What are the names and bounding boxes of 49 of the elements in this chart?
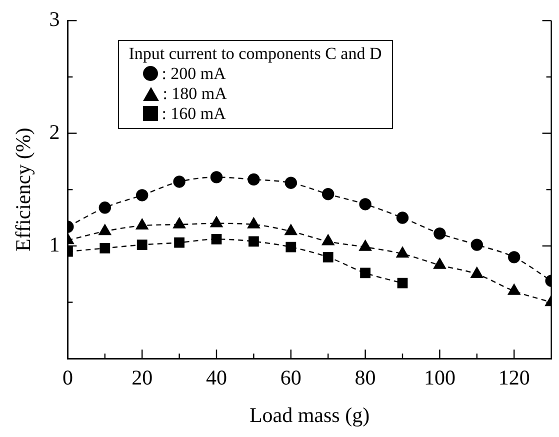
y-axis-title: Efficiency (%) (11, 128, 36, 252)
x-tick-label: 80 (354, 366, 376, 390)
x-tick-label: 60 (280, 366, 302, 390)
point (284, 176, 297, 189)
point (397, 278, 408, 288)
point (173, 217, 186, 228)
y-tick-label: 1 (49, 232, 60, 256)
point (470, 267, 484, 278)
point (359, 240, 372, 251)
point (434, 227, 446, 240)
x-tick-label: 20 (132, 366, 153, 390)
point (322, 252, 334, 262)
point (136, 218, 148, 230)
legend-label: : 180 mA (162, 84, 227, 104)
point (396, 212, 409, 224)
x-tick-label: 120 (498, 366, 530, 390)
y-tick-label: 2 (49, 120, 60, 144)
point (433, 258, 446, 269)
x-axis-title: Load mass (g) (249, 402, 370, 427)
y-tick-label: 3 (49, 7, 60, 32)
point (508, 251, 520, 264)
point (247, 217, 260, 228)
point (173, 176, 186, 188)
point (136, 240, 148, 250)
point (136, 189, 148, 202)
point (98, 202, 111, 214)
point (210, 216, 223, 228)
point (322, 234, 334, 246)
point (210, 171, 223, 184)
point (396, 246, 409, 258)
point (286, 242, 296, 252)
point (508, 284, 520, 295)
point (248, 173, 260, 186)
point (248, 236, 259, 247)
legend-label: : 200 mA (162, 64, 226, 84)
point (470, 238, 483, 251)
x-tick-label: 40 (206, 366, 227, 390)
point (174, 237, 184, 248)
legend-label: : 160 mA (162, 104, 226, 124)
point (98, 224, 112, 236)
point (100, 242, 110, 254)
point (211, 234, 222, 244)
x-tick-label: 0 (62, 366, 73, 390)
x-tick-label: 100 (424, 366, 456, 390)
point (284, 224, 298, 236)
legend-title: Input current to components C and D (128, 44, 382, 64)
point (360, 268, 370, 278)
point (359, 198, 372, 210)
point (322, 188, 334, 200)
